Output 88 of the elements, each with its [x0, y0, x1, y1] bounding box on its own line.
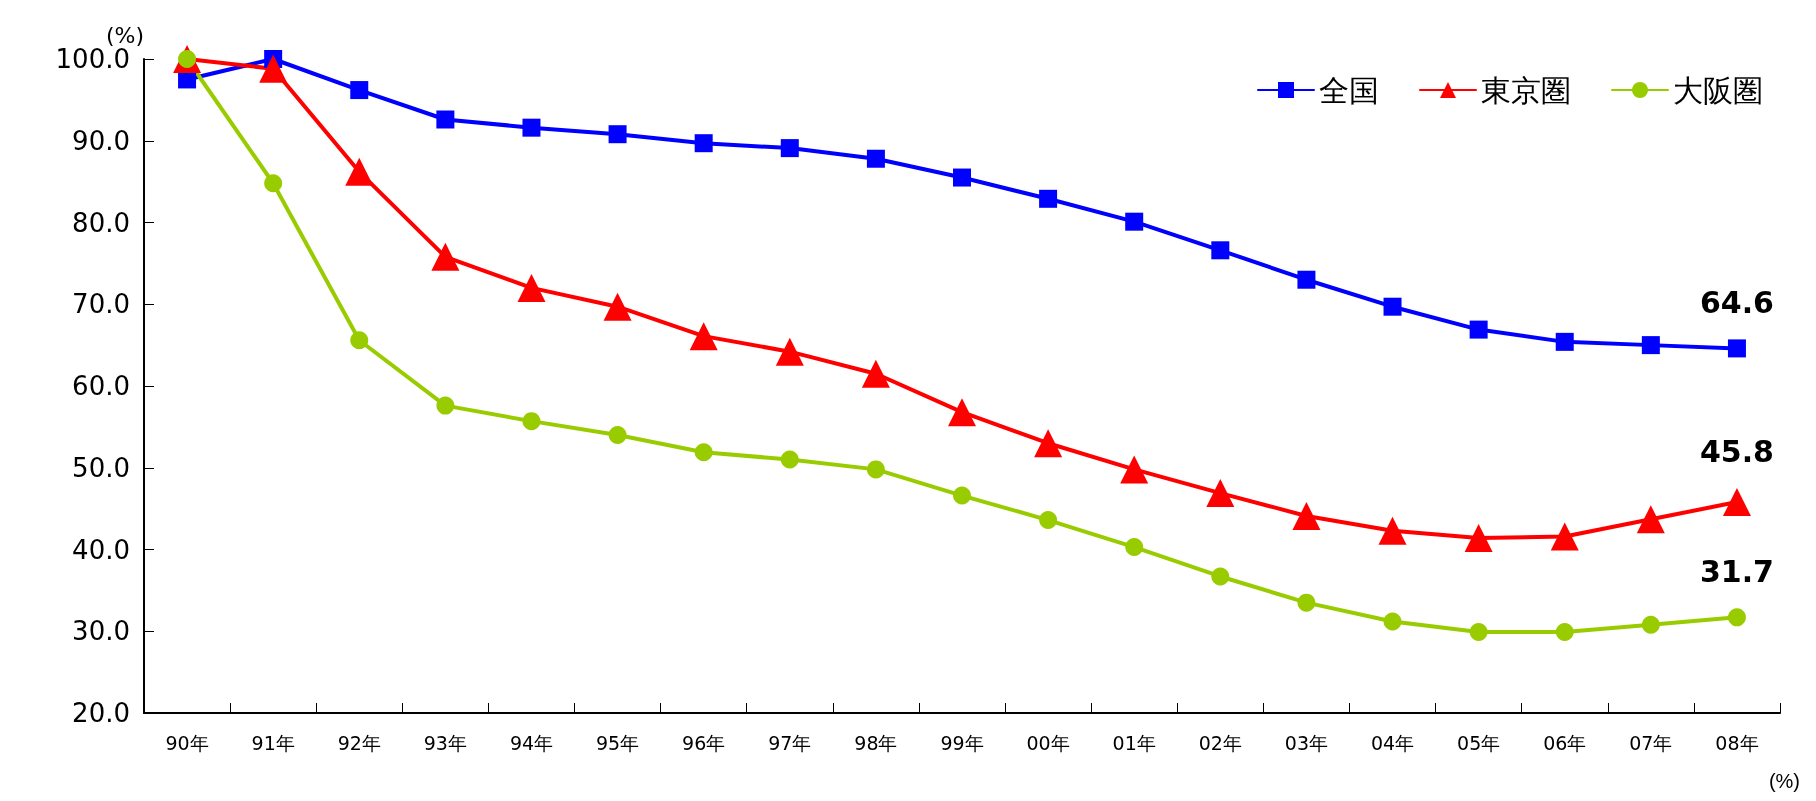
point	[1378, 516, 1407, 545]
x-tick-label: 08年	[1715, 731, 1759, 754]
x-tick-label: 07年	[1629, 731, 1673, 754]
point	[1722, 488, 1751, 517]
point	[1125, 212, 1144, 231]
point	[522, 118, 541, 137]
point	[1469, 623, 1488, 642]
point	[1469, 320, 1488, 339]
point	[861, 359, 890, 388]
point	[1641, 615, 1660, 634]
point	[1211, 241, 1230, 260]
legend-label: 東京圏	[1481, 72, 1571, 108]
point	[1641, 336, 1660, 355]
point	[1636, 505, 1665, 534]
x-tick-label: 03年	[1284, 731, 1329, 754]
point	[1555, 623, 1574, 642]
y-tick-label: 70.0	[72, 289, 130, 320]
x-tick-label: 04年	[1370, 731, 1415, 754]
point	[953, 168, 971, 187]
x-tick-label: 90年	[165, 731, 209, 754]
x-tick-label: 92年	[337, 731, 381, 754]
x-tick-label: 93年	[423, 731, 467, 754]
point	[1120, 455, 1149, 484]
x-tick-label: 00年	[1026, 731, 1070, 754]
point	[1383, 297, 1402, 316]
y-tick-label: 30.0	[72, 616, 130, 647]
x-tick-label: 96年	[682, 731, 726, 754]
x-tick-label: 91年	[251, 731, 295, 754]
x-tick-label: 01年	[1112, 731, 1156, 754]
y-tick-label: 80.0	[72, 207, 130, 238]
point	[1292, 501, 1321, 530]
point	[1297, 270, 1316, 289]
x-tick-label: 97年	[768, 731, 812, 754]
point	[953, 486, 971, 505]
point	[264, 174, 283, 193]
y-axis-title: (%)	[105, 22, 144, 48]
x-tick-label: 95年	[595, 731, 640, 754]
point	[866, 460, 885, 479]
x-tick-label: 02年	[1198, 731, 1242, 754]
point	[517, 273, 546, 302]
point	[259, 54, 288, 83]
point	[694, 443, 713, 462]
point	[608, 426, 627, 445]
point	[1383, 612, 1402, 631]
point	[522, 412, 541, 431]
point	[1555, 332, 1574, 351]
point	[780, 139, 799, 158]
point	[1206, 479, 1235, 508]
point	[345, 157, 374, 186]
text: (%)	[1768, 770, 1801, 792]
data-label: 64.6	[1699, 284, 1774, 320]
point	[436, 110, 455, 129]
x-tick-label: 05年	[1457, 731, 1501, 754]
point	[689, 322, 718, 351]
point	[1125, 538, 1144, 557]
point	[1034, 429, 1063, 458]
x-tick-label: 99年	[940, 731, 984, 754]
point	[350, 81, 369, 100]
point	[436, 396, 455, 415]
x-tick-label: 06年	[1543, 731, 1587, 754]
point	[603, 292, 632, 321]
legend-label: 大阪圏	[1673, 72, 1763, 108]
y-tick-label: 90.0	[72, 125, 130, 156]
y-tick-label: 60.0	[72, 371, 130, 401]
point	[1039, 511, 1058, 530]
point	[1727, 608, 1746, 627]
point	[694, 134, 713, 153]
point	[608, 125, 627, 144]
point	[775, 337, 804, 366]
point	[780, 450, 799, 469]
y-tick-label: 50.0	[72, 452, 130, 483]
legend-label: 全国	[1319, 72, 1379, 108]
point	[1211, 567, 1230, 586]
point	[1297, 593, 1316, 612]
point	[1039, 189, 1058, 208]
data-label: 45.8	[1699, 433, 1774, 469]
point	[1727, 339, 1746, 358]
point	[1550, 522, 1579, 551]
data-label: 31.7	[1699, 553, 1774, 589]
y-tick-label: 20.0	[72, 698, 130, 728]
point	[350, 331, 369, 350]
y-tick-label: 40.0	[72, 534, 130, 565]
point	[431, 242, 460, 271]
point	[948, 398, 976, 427]
point	[1464, 524, 1493, 553]
x-tick-label: 98年	[854, 731, 898, 754]
x-tick-label: 94年	[509, 731, 554, 754]
point	[866, 149, 885, 168]
